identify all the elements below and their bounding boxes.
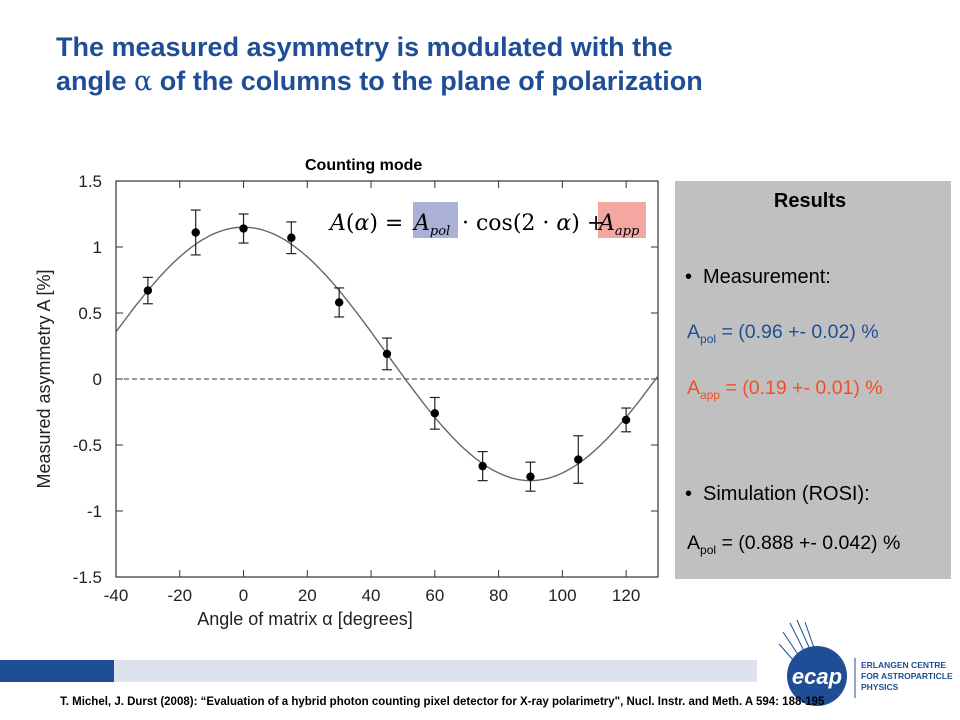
aapp-highlight [598, 202, 646, 238]
sim-subscript: pol [700, 543, 717, 557]
y-axis-ticks: 1.5 1 0.5 0 -0.5 -1 -1.5 [73, 172, 658, 587]
aapp-symbol: A [687, 377, 701, 399]
footer-bar-accent [0, 660, 114, 682]
x-tick-label: 20 [298, 586, 317, 605]
asymmetry-chart: 1.5 1 0.5 0 -0.5 -1 -1.5 -40 -20 0 20 40 60 80 100 120… [34, 172, 659, 629]
simulation-label: Simulation (ROSI): [703, 483, 870, 505]
data-point [621, 415, 631, 425]
y-tick-label: 0.5 [78, 304, 102, 323]
measurement-label: Measurement: [703, 266, 831, 288]
apol-subscript: pol [700, 332, 717, 346]
apol-measured: Apol = (0.96 +- 0.02) % [687, 321, 879, 346]
data-point [143, 286, 153, 295]
y-tick-label: 0 [93, 370, 102, 389]
data-point [574, 455, 583, 464]
measurement-bullet: • Measurement: [685, 266, 831, 289]
bullet-dot: • [685, 266, 693, 288]
data-points [142, 209, 632, 492]
apol-highlight [413, 202, 458, 238]
title-line-2-end: of the columns to the plane of polarizat… [152, 66, 703, 96]
data-point [526, 472, 535, 481]
x-tick-label: -40 [104, 586, 129, 605]
data-point [287, 233, 296, 242]
title-line-2: angle α of the columns to the plane of p… [56, 64, 936, 99]
title-line-2-start: angle [56, 66, 135, 96]
slide-title: The measured asymmetry is modulated with… [56, 30, 936, 99]
data-point [478, 461, 487, 471]
x-tick-label: -20 [167, 586, 192, 605]
x-tick-label: 40 [362, 586, 381, 605]
x-tick-label: 100 [548, 586, 576, 605]
sim-symbol: A [687, 532, 701, 554]
data-point [191, 228, 200, 237]
title-line-1: The measured asymmetry is modulated with… [56, 32, 673, 62]
apol-simulated: Apol = (0.888 +- 0.042) % [687, 532, 900, 557]
logo-text-2: FOR ASTROPARTICLE [861, 671, 953, 681]
apol-symbol: A [687, 321, 701, 343]
y-tick-label: -0.5 [73, 436, 102, 455]
x-axis-ticks: -40 -20 0 20 40 60 80 100 120 [104, 181, 640, 605]
citation: T. Michel, J. Durst (2008): “Evaluation … [60, 696, 825, 708]
results-panel: Results • Measurement: Apol = (0.96 +- 0.… [675, 181, 951, 579]
sim-value: = (0.888 +- 0.042) % [716, 532, 901, 554]
y-tick-label: 1.5 [78, 172, 102, 191]
x-axis-label: Angle of matrix α [degrees] [197, 609, 413, 629]
data-point [239, 224, 248, 233]
data-point [430, 409, 440, 418]
y-tick-label: -1 [87, 502, 102, 521]
x-tick-label: 60 [425, 586, 444, 605]
data-point [382, 349, 392, 359]
fit-formula: A(α) = Apol · cos(2 · α) + Aapp [328, 202, 646, 239]
apol-value: = (0.96 +- 0.02) % [716, 321, 879, 343]
formula-lhs: A(α) = [328, 211, 403, 236]
formula-cos: · cos(2 · α) + [462, 211, 605, 236]
simulation-bullet: • Simulation (ROSI): [685, 483, 870, 506]
data-point [334, 298, 344, 307]
aapp-value: = (0.19 +- 0.01) % [720, 377, 883, 399]
aapp-subscript: app [700, 388, 721, 402]
ecap-logo: ecap ERLANGEN CENTRE FOR ASTROPARTICLE P… [778, 619, 953, 706]
alpha-symbol: α [134, 66, 153, 97]
logo-circle [787, 646, 847, 706]
formula-aapp: Aapp [597, 211, 640, 239]
bullet-dot: • [685, 483, 693, 505]
logo-text-1: ERLANGEN CENTRE [861, 660, 946, 670]
logo-text-3: PHYSICS [861, 682, 899, 692]
y-tick-label: -1.5 [73, 568, 102, 587]
logo-mark: ecap [792, 664, 842, 689]
chart-title: Counting mode [305, 157, 423, 174]
aapp-measured: Aapp = (0.19 +- 0.01) % [687, 377, 883, 402]
y-axis-label: Measured asymmetry A [%] [34, 269, 54, 488]
y-tick-label: 1 [93, 238, 102, 257]
x-tick-label: 0 [239, 586, 248, 605]
results-heading: Results [773, 190, 847, 212]
x-tick-label: 80 [489, 586, 508, 605]
x-tick-label: 120 [612, 586, 640, 605]
footer-bar [114, 660, 757, 682]
formula-apol: Apol [412, 211, 450, 239]
